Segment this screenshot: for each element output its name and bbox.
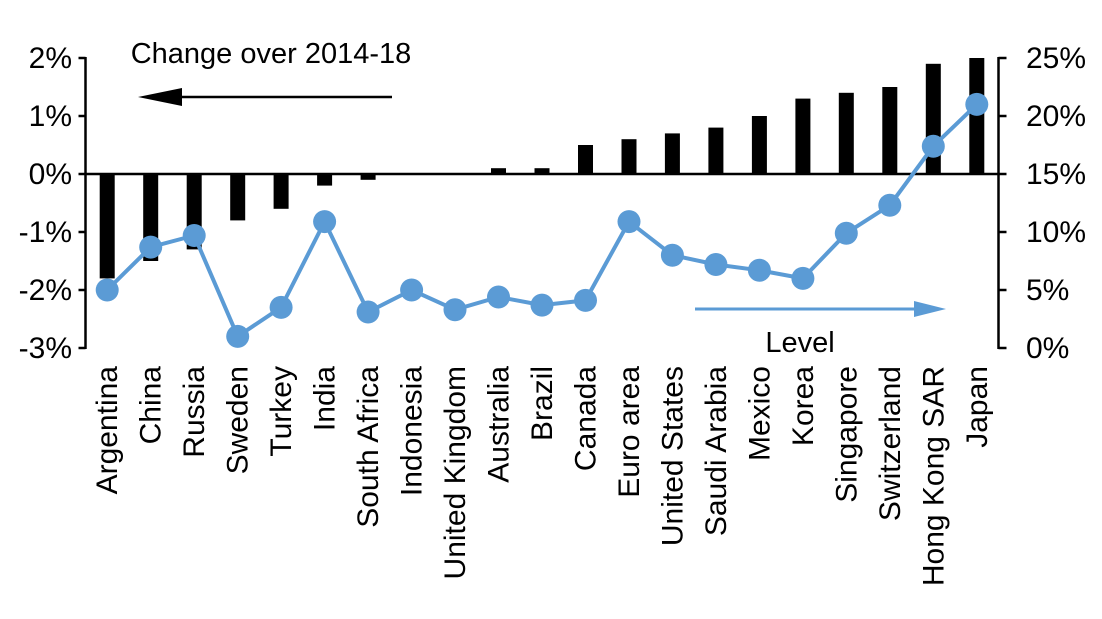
line-series-annotation: Level [695,301,946,359]
bar-Euro area [621,139,637,174]
level-marker-Mexico [747,258,771,282]
bar-Singapore [838,92,854,174]
axes-group [78,56,1007,350]
level-marker-Singapore [834,221,858,245]
right-arrow-icon [914,301,946,317]
bar-Japan [969,58,985,174]
category-label-turkey: Turkey [265,366,298,457]
level-marker-Australia [487,285,510,309]
left-arrow-icon [138,88,182,106]
bar-Switzerland [882,87,898,174]
level-annotation-label: Level [765,327,834,359]
level-marker-Turkey [269,295,293,319]
level-marker-Brazil [530,293,554,317]
category-label-russia: Russia [178,366,211,458]
bar-South Africa [360,174,376,180]
category-label-south-africa: South Africa [352,366,385,528]
left-tick-label: 2% [29,42,72,75]
level-marker-Euro area [617,210,641,234]
left-tick-label: -1% [19,216,72,249]
level-marker-Canada [574,288,597,312]
category-label-hong-kong-sar: Hong Kong SAR [917,366,950,586]
left-tick-label: 1% [29,100,72,133]
right-tick-label: 0% [1026,332,1069,365]
bar-Korea [795,98,811,174]
bar-Sweden [230,174,246,221]
right-tick-label: 20% [1026,100,1086,133]
level-marker-Sweden [226,324,250,348]
category-labels-group: Argentina China Russia Sweden Turkey India Sou… [91,366,994,586]
category-label-sweden: Sweden [222,366,255,474]
category-label-saudi-arabia: Saudi Arabia [700,366,733,536]
bar-India [317,174,333,186]
level-marker-Russia [182,224,206,247]
right-tick-label: 25% [1026,42,1086,75]
level-marker-Saudi Arabia [704,253,728,276]
bar-United States [664,133,680,174]
right-tick-label: 5% [1026,274,1069,307]
level-marker-Korea [791,266,815,290]
bar-Mexico [751,116,767,174]
category-label-australia: Australia [483,366,516,483]
level-marker-Argentina [95,278,119,302]
bar-Brazil [534,168,550,174]
category-label-singapore: Singapore [830,366,863,503]
level-marker-Hong Kong SAR [921,134,945,158]
category-label-united-kingdom: United Kingdom [439,366,472,579]
bar-series-annotation: Change over 2014-18 [131,38,412,106]
category-label-canada: Canada [570,366,603,471]
level-marker-Switzerland [878,193,902,217]
category-label-switzerland: Switzerland [874,366,907,521]
level-marker-India [313,210,337,234]
left-axis-tick-labels: 2% 1% 0% -1% -2% -3% [19,42,72,365]
bar-Turkey [273,174,289,209]
left-tick-label: 0% [29,158,72,191]
bar-Australia [491,168,506,174]
level-marker-United States [660,243,684,267]
bar-Argentina [99,174,115,279]
line-series-group [95,92,989,348]
category-label-indonesia: Indonesia [396,366,429,496]
change-annotation-label: Change over 2014-18 [131,38,412,70]
category-label-china: China [135,366,168,445]
right-tick-label: 15% [1026,158,1086,191]
category-label-mexico: Mexico [743,366,776,461]
category-label-euro-area: Euro area [613,366,646,498]
category-label-argentina: Argentina [91,366,124,495]
level-marker-Japan [965,92,989,116]
level-marker-Indonesia [400,278,424,302]
level-marker-South Africa [356,300,380,324]
right-axis-tick-labels: 25% 20% 15% 10% 5% 0% [1026,42,1086,365]
level-marker-China [139,235,163,259]
category-label-brazil: Brazil [526,366,559,441]
left-tick-label: -2% [19,274,72,307]
left-tick-label: -3% [19,332,72,365]
right-tick-label: 10% [1026,216,1086,249]
category-label-japan: Japan [961,366,994,448]
bar-series-group [99,58,985,279]
category-label-united-states: United States [656,366,689,546]
bar-Saudi Arabia [708,127,724,174]
category-label-korea: Korea [787,366,820,446]
level-marker-United Kingdom [443,298,467,322]
category-label-india: India [309,366,342,431]
bar-Canada [578,145,593,174]
